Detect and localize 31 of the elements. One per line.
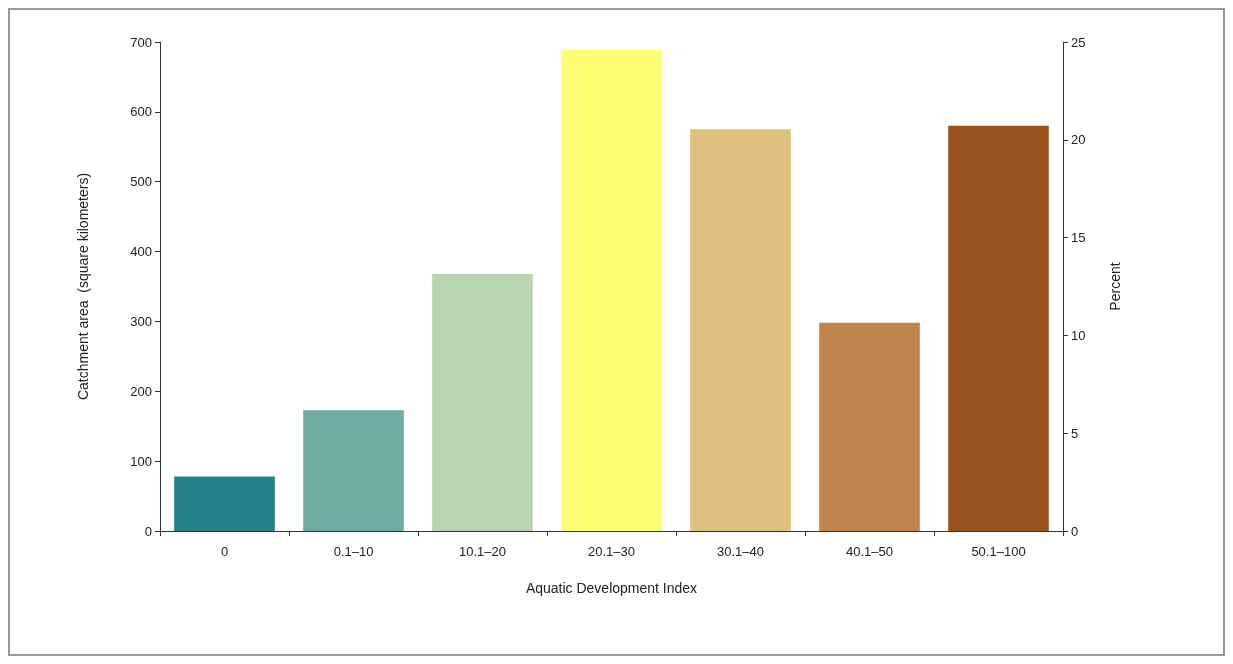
y2-tick-label: 0 bbox=[1071, 523, 1079, 539]
bar bbox=[432, 273, 533, 531]
x-tick-label: 0 bbox=[220, 544, 229, 559]
y-tick-label: 400 bbox=[130, 244, 152, 260]
y2-tick-label: 5 bbox=[1071, 425, 1079, 441]
y-tick-label: 100 bbox=[130, 453, 152, 469]
y-axis-title: Catchment area (square kilometers) bbox=[75, 172, 91, 401]
y-tick-label: 0 bbox=[144, 523, 152, 539]
y-tick-label: 500 bbox=[130, 174, 152, 190]
y-tick-label: 300 bbox=[130, 313, 152, 329]
y-tick-label: 700 bbox=[130, 34, 152, 50]
bar bbox=[690, 129, 791, 531]
x-axis-title: Aquatic Development Index bbox=[525, 580, 698, 596]
x-tick-label: 20.1–30 bbox=[588, 544, 635, 559]
x-tick-label: 0.1–10 bbox=[333, 544, 374, 559]
bar bbox=[561, 49, 662, 531]
x-tick-label: 30.1–40 bbox=[717, 544, 764, 559]
y-tick-label: 200 bbox=[130, 383, 152, 399]
y2-tick-label: 10 bbox=[1071, 327, 1086, 343]
x-tick-label: 50.1–100 bbox=[971, 544, 1026, 559]
bar bbox=[948, 125, 1049, 531]
y2-tick-label: 20 bbox=[1071, 132, 1086, 148]
y2-tick-label: 15 bbox=[1071, 230, 1086, 246]
bar bbox=[174, 476, 275, 531]
x-tick-label: 10.1–20 bbox=[459, 544, 506, 559]
y2-tick-label: 25 bbox=[1071, 34, 1086, 50]
bar bbox=[303, 410, 404, 531]
bar bbox=[819, 322, 920, 531]
y-tick-label: 600 bbox=[130, 104, 152, 120]
x-tick-label: 40.1–50 bbox=[846, 544, 893, 559]
y2-axis-title: Percent bbox=[1107, 262, 1123, 311]
